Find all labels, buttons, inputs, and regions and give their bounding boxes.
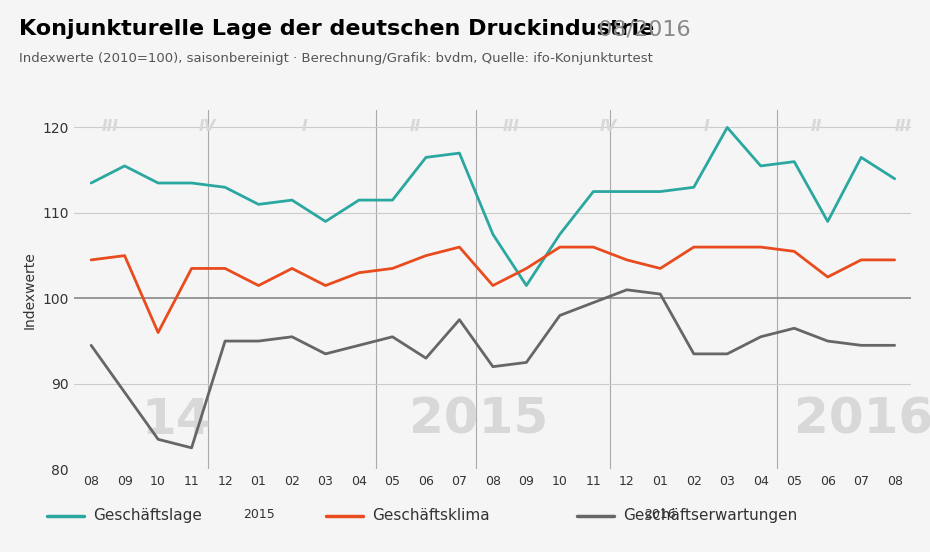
- Text: I: I: [704, 119, 710, 134]
- Text: Indexwerte (2010=100), saisonbereinigt · Berechnung/Grafik: bvdm, Quelle: ifo-Ko: Indexwerte (2010=100), saisonbereinigt ·…: [19, 52, 653, 66]
- Text: Geschäftserwartungen: Geschäftserwartungen: [623, 508, 797, 523]
- Text: Geschäftslage: Geschäftslage: [93, 508, 202, 523]
- Text: 2016: 2016: [644, 508, 676, 521]
- Text: 2015: 2015: [243, 508, 274, 521]
- Text: Konjunkturelle Lage der deutschen Druckindustrie: Konjunkturelle Lage der deutschen Drucki…: [19, 19, 654, 39]
- Text: II: II: [409, 119, 420, 134]
- Text: Geschäftsklima: Geschäftsklima: [372, 508, 489, 523]
- Text: Indexwerte (2010=100), saisonbereinigt · Berechnung/Grafik: bvdm, Quelle: ifo-Ko: Indexwerte (2010=100), saisonbereinigt ·…: [19, 72, 678, 86]
- Text: II: II: [811, 119, 822, 134]
- Text: I: I: [302, 119, 308, 134]
- Text: III: III: [895, 119, 911, 134]
- Text: IV: IV: [600, 119, 618, 134]
- Text: 14: 14: [141, 396, 211, 444]
- Y-axis label: Indexwerte: Indexwerte: [23, 251, 37, 328]
- Text: IV: IV: [198, 119, 216, 134]
- Text: III: III: [503, 119, 520, 134]
- Text: 08/2016: 08/2016: [591, 19, 690, 39]
- Text: 2016: 2016: [794, 396, 930, 444]
- Text: III: III: [101, 119, 118, 134]
- Text: 2015: 2015: [409, 396, 549, 444]
- Text: Konjunkturelle Lage der deutschen Druckindustrie: Konjunkturelle Lage der deutschen Drucki…: [19, 25, 654, 45]
